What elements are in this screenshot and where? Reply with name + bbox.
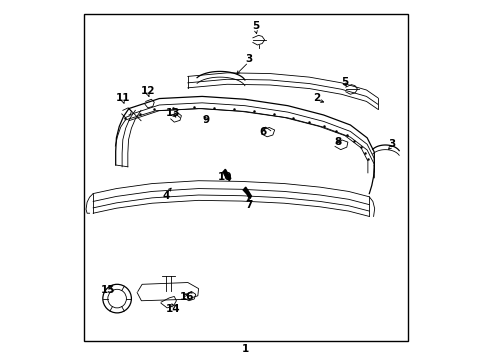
Text: 1: 1 [242, 343, 248, 354]
Text: 15: 15 [101, 285, 116, 295]
Text: 6: 6 [259, 127, 267, 137]
Text: 8: 8 [334, 138, 342, 148]
Text: 13: 13 [166, 108, 181, 118]
Text: 9: 9 [202, 115, 209, 125]
Polygon shape [223, 169, 231, 181]
Polygon shape [335, 140, 348, 150]
Text: 3: 3 [245, 54, 252, 64]
Text: 12: 12 [141, 86, 155, 96]
Text: 14: 14 [166, 304, 181, 314]
Text: 16: 16 [180, 292, 195, 302]
Text: 11: 11 [116, 93, 130, 103]
Text: 7: 7 [245, 200, 252, 210]
Text: 3: 3 [388, 139, 395, 149]
Text: 2: 2 [313, 93, 320, 103]
Polygon shape [243, 187, 251, 199]
Text: 10: 10 [218, 172, 233, 182]
Text: 4: 4 [163, 191, 170, 201]
Text: 5: 5 [252, 21, 259, 31]
Text: 5: 5 [342, 77, 349, 87]
